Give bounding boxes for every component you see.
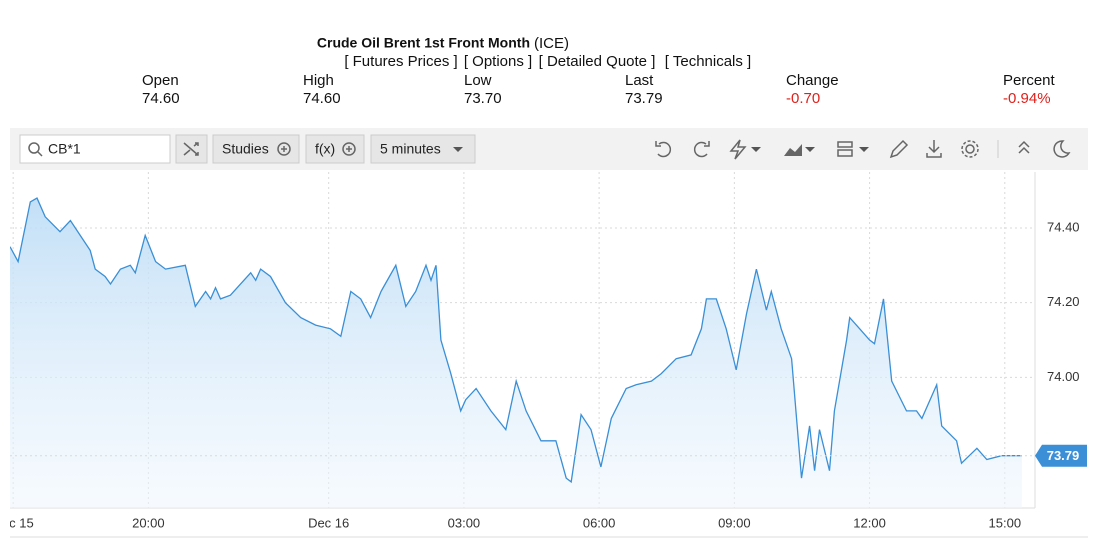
y-tick-label: 74.40 bbox=[1047, 219, 1080, 234]
y-tick-label: 74.00 bbox=[1047, 369, 1080, 384]
exchange: (ICE) bbox=[534, 35, 569, 52]
stat-label: Percent bbox=[1003, 72, 1056, 89]
y-tick-label: 74.20 bbox=[1047, 294, 1080, 309]
dropdown-arrow bbox=[859, 147, 869, 152]
last-price-tag bbox=[1035, 444, 1087, 467]
redo-icon[interactable] bbox=[693, 141, 710, 158]
function-label: f(x) bbox=[315, 141, 335, 157]
last-price-label: 73.79 bbox=[1047, 448, 1080, 463]
settings-icon[interactable] bbox=[965, 144, 975, 154]
x-tick-label: 03:00 bbox=[448, 515, 481, 530]
events-icon[interactable] bbox=[729, 139, 747, 160]
symbol-input[interactable] bbox=[19, 134, 171, 164]
nav-link[interactable]: [ Futures Prices ] bbox=[344, 53, 457, 70]
compare-icon bbox=[183, 142, 199, 156]
plus-icon bbox=[346, 146, 352, 152]
settings-icon bbox=[961, 140, 979, 158]
nav-link[interactable]: [ Technicals ] bbox=[665, 53, 751, 70]
toolbar: CB*1 Studies f(x) 5 minutes bbox=[10, 128, 1088, 170]
theme-icon[interactable] bbox=[1053, 140, 1071, 158]
stat-label: Open bbox=[142, 72, 179, 89]
symbol: CB*1 bbox=[48, 141, 81, 157]
undo-icon[interactable] bbox=[655, 141, 672, 158]
layout-icon[interactable] bbox=[837, 141, 853, 157]
stat-value: 74.60 bbox=[303, 90, 341, 107]
dropdown-arrow bbox=[453, 147, 463, 152]
stat-value: 73.70 bbox=[464, 90, 502, 107]
stat-value: -0.94% bbox=[1003, 90, 1051, 107]
x-tick-label: 12:00 bbox=[853, 515, 886, 530]
stat-value: 73.79 bbox=[625, 90, 663, 107]
plus-icon bbox=[342, 142, 356, 156]
area-fill bbox=[10, 198, 1022, 508]
search-icon bbox=[28, 142, 40, 154]
toolbar-bg bbox=[10, 128, 1088, 170]
nav-link[interactable]: [ Detailed Quote ] bbox=[539, 53, 656, 70]
x-tick-label: Dec 15 bbox=[0, 515, 34, 530]
plus-icon bbox=[277, 142, 291, 156]
collapse-icon[interactable] bbox=[1018, 140, 1030, 154]
stat-label: High bbox=[303, 72, 334, 89]
quote-stats: Open74.60High74.60Low73.70Last73.79Chang… bbox=[142, 72, 1056, 107]
nav-link[interactable]: [ Options ] bbox=[464, 53, 532, 70]
chart: Dec 15 20:00 Dec 16 03:00 06:00 09:00 12:00 15:… bbox=[0, 172, 1087, 530]
plus-icon bbox=[281, 146, 287, 152]
stat-value: 74.60 bbox=[142, 90, 180, 107]
dropdown-arrow bbox=[805, 147, 815, 152]
quote-title: Crude Oil Brent 1st Front Month bbox=[317, 35, 530, 51]
dropdown-arrow bbox=[751, 147, 761, 152]
interval-label: 5 minutes bbox=[380, 141, 441, 157]
stat-label: Last bbox=[625, 72, 654, 89]
price-line bbox=[10, 197, 1022, 484]
x-tick-label: Dec 16 bbox=[308, 515, 349, 530]
chart-type-icon[interactable] bbox=[784, 144, 802, 156]
x-tick-label: 09:00 bbox=[718, 515, 751, 530]
x-tick-label: 06:00 bbox=[583, 515, 616, 530]
download-icon[interactable] bbox=[926, 140, 942, 158]
x-tick-label: 20:00 bbox=[132, 515, 165, 530]
x-tick-label: 15:00 bbox=[989, 515, 1022, 530]
stat-label: Change bbox=[786, 72, 839, 89]
stat-value: -0.70 bbox=[786, 90, 820, 107]
studies-label: Studies bbox=[222, 141, 269, 157]
search-icon bbox=[37, 151, 43, 157]
stat-label: Low bbox=[464, 72, 492, 89]
draw-icon[interactable] bbox=[889, 139, 909, 159]
header: Crude Oil Brent 1st Front Month (ICE) [ … bbox=[317, 35, 751, 70]
